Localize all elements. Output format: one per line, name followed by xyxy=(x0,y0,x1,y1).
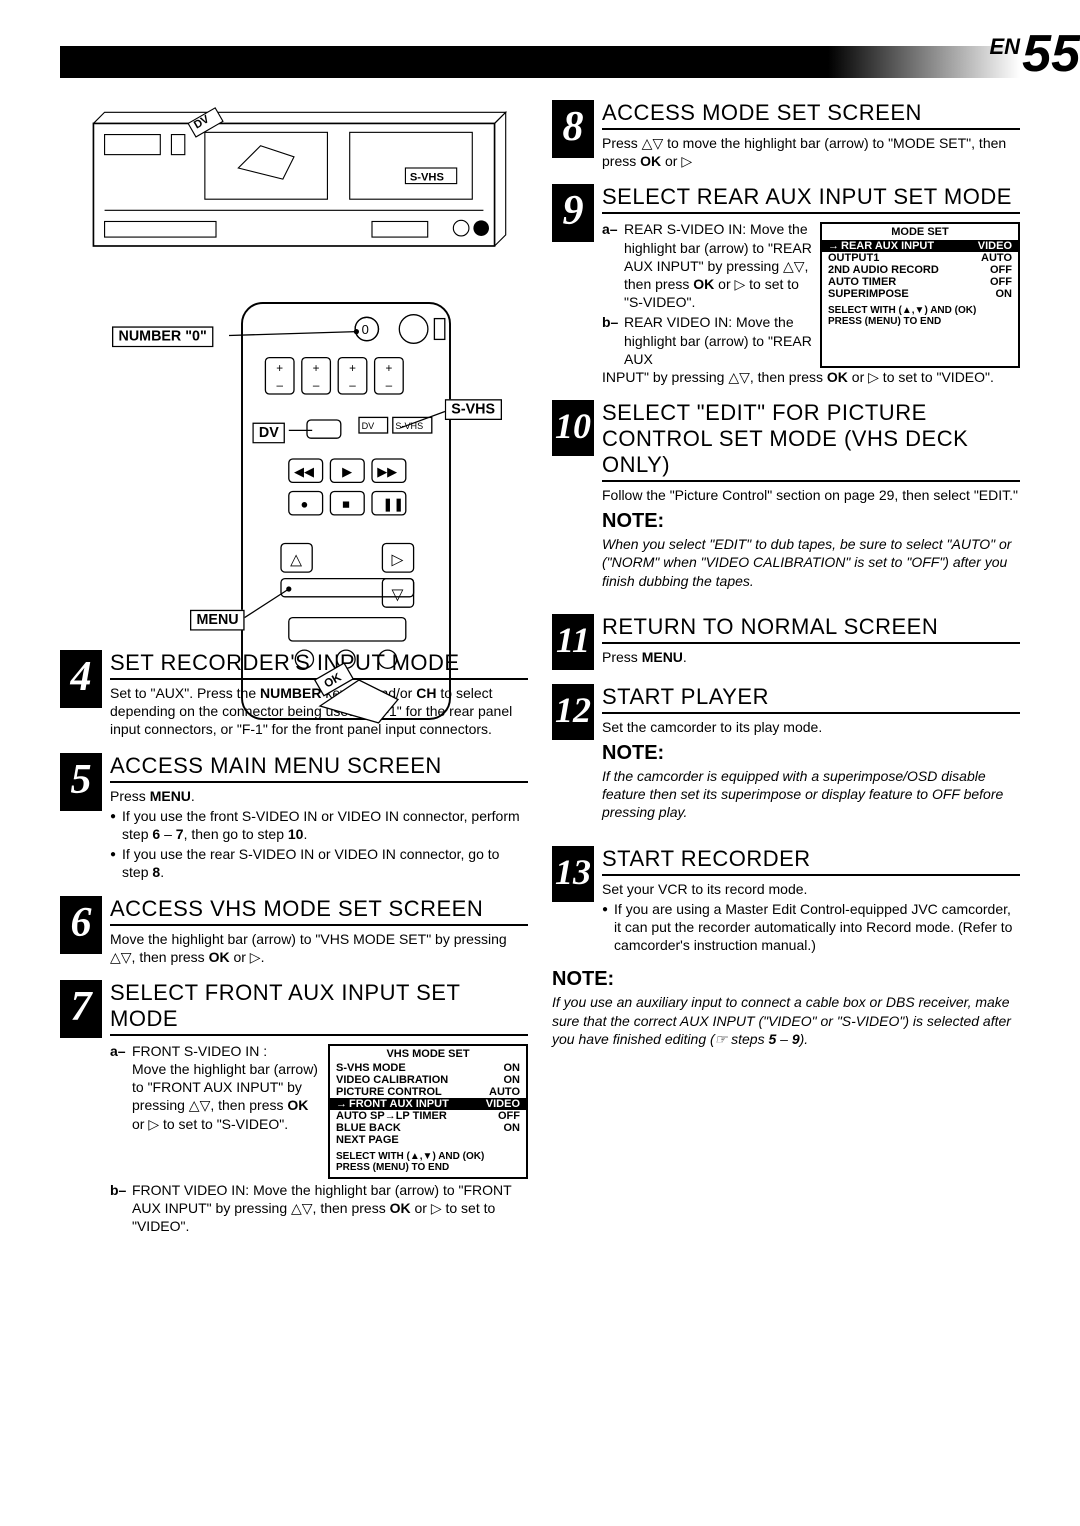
step-12-note-body: If the camcorder is equipped with a supe… xyxy=(602,767,1020,822)
header-bar xyxy=(60,46,1020,78)
bottom-note-title: NOTE: xyxy=(552,968,1020,991)
content-columns: DV S-VHS + – + – + – + – xyxy=(60,100,1020,1486)
step-9-b-partial: b– REAR VIDEO IN: Move the highlight bar… xyxy=(602,313,812,368)
remote-diagram: +– +– +– +– 0 NUMBER "0" DV S-VHS S-VHS … xyxy=(60,290,528,630)
step-7-a-title: FRONT S-VIDEO IN : xyxy=(132,1043,267,1059)
step-5-bullet-2: If you use the rear S-VIDEO IN or VIDEO … xyxy=(110,845,528,881)
svg-text:●: ● xyxy=(301,496,309,511)
remote-dv-label: DV xyxy=(252,423,285,444)
svg-text:+: + xyxy=(276,362,283,375)
step-8-body: Press △▽ to move the highlight bar (arro… xyxy=(602,134,1020,170)
step-11-body: Press MENU. xyxy=(602,648,1020,666)
vcr-svg: DV S-VHS xyxy=(60,90,528,291)
step-9-number: 9 xyxy=(552,184,594,242)
step-9: 9 SELECT REAR AUX INPUT SET MODE a– REAR… xyxy=(552,184,1020,386)
step-7-a: a– FRONT S-VIDEO IN :Move the highlight … xyxy=(110,1042,320,1133)
step-12: 12 START PLAYER Set the camcorder to its… xyxy=(552,684,1020,832)
step-12-note-title: NOTE: xyxy=(602,742,1020,765)
step-10-note-body: When you select "EDIT" to dub tapes, be … xyxy=(602,535,1020,590)
step-6-title: ACCESS VHS MODE SET SCREEN xyxy=(110,896,528,926)
vcr-diagram: DV S-VHS xyxy=(60,100,528,280)
svg-text:▽: ▽ xyxy=(392,586,405,603)
step-9-a: a– REAR S-VIDEO IN: Move the highlight b… xyxy=(602,220,812,311)
svg-text:–: – xyxy=(386,379,393,392)
remote-svhs-label: S-VHS xyxy=(445,399,502,420)
svg-text:0: 0 xyxy=(362,322,369,337)
mode-menu-title: MODE SET xyxy=(822,224,1018,240)
step-5-number: 5 xyxy=(60,753,102,811)
step-12-number: 12 xyxy=(552,684,594,740)
step-10: 10 SELECT "EDIT" FOR PICTURE CONTROL SET… xyxy=(552,400,1020,600)
step-10-body: Follow the "Picture Control" section on … xyxy=(602,486,1020,504)
step-5-title: ACCESS MAIN MENU SCREEN xyxy=(110,753,528,783)
right-column: 8 ACCESS MODE SET SCREEN Press △▽ to mov… xyxy=(552,100,1020,1486)
step-10-number: 10 xyxy=(552,400,594,456)
step-5-body: Press MENU. xyxy=(110,787,528,805)
page-lang: EN xyxy=(989,34,1020,60)
step-9-title: SELECT REAR AUX INPUT SET MODE xyxy=(602,184,1020,214)
step-12-body: Set the camcorder to its play mode. xyxy=(602,718,1020,736)
step-11-number: 11 xyxy=(552,614,594,670)
svg-text:DV: DV xyxy=(362,421,376,431)
svg-text:+: + xyxy=(385,362,392,375)
step-7-number: 7 xyxy=(60,980,102,1038)
step-7-title: SELECT FRONT AUX INPUT SET MODE xyxy=(110,980,528,1036)
remote-number0-label: NUMBER "0" xyxy=(112,326,213,347)
svg-text:▷: ▷ xyxy=(392,551,405,568)
remote-svg: +– +– +– +– 0 NUMBER "0" DV S-VHS S-VHS … xyxy=(60,290,528,732)
vcr-svhs-label: S-VHS xyxy=(410,171,444,183)
svg-text:△: △ xyxy=(290,551,303,568)
svg-text:▶: ▶ xyxy=(342,464,352,479)
step-8: 8 ACCESS MODE SET SCREEN Press △▽ to mov… xyxy=(552,100,1020,170)
step-6-body: Move the highlight bar (arrow) to "VHS M… xyxy=(110,930,528,966)
svg-text:❚❚: ❚❚ xyxy=(382,496,404,512)
step-10-title: SELECT "EDIT" FOR PICTURE CONTROL SET MO… xyxy=(602,400,1020,482)
svg-text:–: – xyxy=(349,379,356,392)
step-5-bullet-1: If you use the front S-VIDEO IN or VIDEO… xyxy=(110,807,528,843)
svg-text:–: – xyxy=(313,379,320,392)
bottom-note-body: If you use an auxiliary input to connect… xyxy=(552,993,1020,1048)
step-13-bullet: If you are using a Master Edit Control-e… xyxy=(602,900,1020,955)
step-7-b: b– FRONT VIDEO IN: Move the highlight ba… xyxy=(110,1181,528,1236)
vhs-mode-set-menu: VHS MODE SET S-VHS MODEON VIDEO CALIBRAT… xyxy=(328,1044,528,1179)
svg-text:■: ■ xyxy=(342,496,350,511)
svg-text:+: + xyxy=(349,362,356,375)
page-number: 55 xyxy=(1022,24,1080,84)
step-13-body: Set your VCR to its record mode. xyxy=(602,880,1020,898)
svg-text:▶▶: ▶▶ xyxy=(377,464,397,479)
step-6-number: 6 xyxy=(60,896,102,954)
step-9-b-cont: INPUT" by pressing △▽, then press OK or … xyxy=(602,368,1020,386)
mode-set-menu: MODE SET REAR AUX INPUTVIDEO OUTPUT1AUTO… xyxy=(820,222,1020,368)
step-9-b-title: REAR VIDEO IN: xyxy=(624,314,732,330)
svg-text:–: – xyxy=(276,379,283,392)
step-9-a-title: REAR S-VIDEO IN: xyxy=(624,221,746,237)
step-7-b-title: FRONT VIDEO IN: xyxy=(132,1182,249,1198)
step-8-title: ACCESS MODE SET SCREEN xyxy=(602,100,1020,130)
step-13: 13 START RECORDER Set your VCR to its re… xyxy=(552,846,1020,955)
remote-menu-label: MENU xyxy=(190,610,245,631)
step-11-title: RETURN TO NORMAL SCREEN xyxy=(602,614,1020,644)
step-13-number: 13 xyxy=(552,846,594,902)
step-5: 5 ACCESS MAIN MENU SCREEN Press MENU. If… xyxy=(60,753,528,882)
step-13-title: START RECORDER xyxy=(602,846,1020,876)
step-6: 6 ACCESS VHS MODE SET SCREEN Move the hi… xyxy=(60,896,528,966)
svg-text:◀◀: ◀◀ xyxy=(294,464,314,479)
step-7: 7 SELECT FRONT AUX INPUT SET MODE a– FRO… xyxy=(60,980,528,1236)
step-12-title: START PLAYER xyxy=(602,684,1020,714)
svg-text:+: + xyxy=(313,362,320,375)
left-column: DV S-VHS + – + – + – + – xyxy=(60,100,528,1486)
vhs-menu-title: VHS MODE SET xyxy=(330,1046,526,1062)
step-10-note-title: NOTE: xyxy=(602,510,1020,533)
svg-text:S-VHS: S-VHS xyxy=(395,421,423,431)
step-11: 11 RETURN TO NORMAL SCREEN Press MENU. xyxy=(552,614,1020,670)
step-8-number: 8 xyxy=(552,100,594,158)
